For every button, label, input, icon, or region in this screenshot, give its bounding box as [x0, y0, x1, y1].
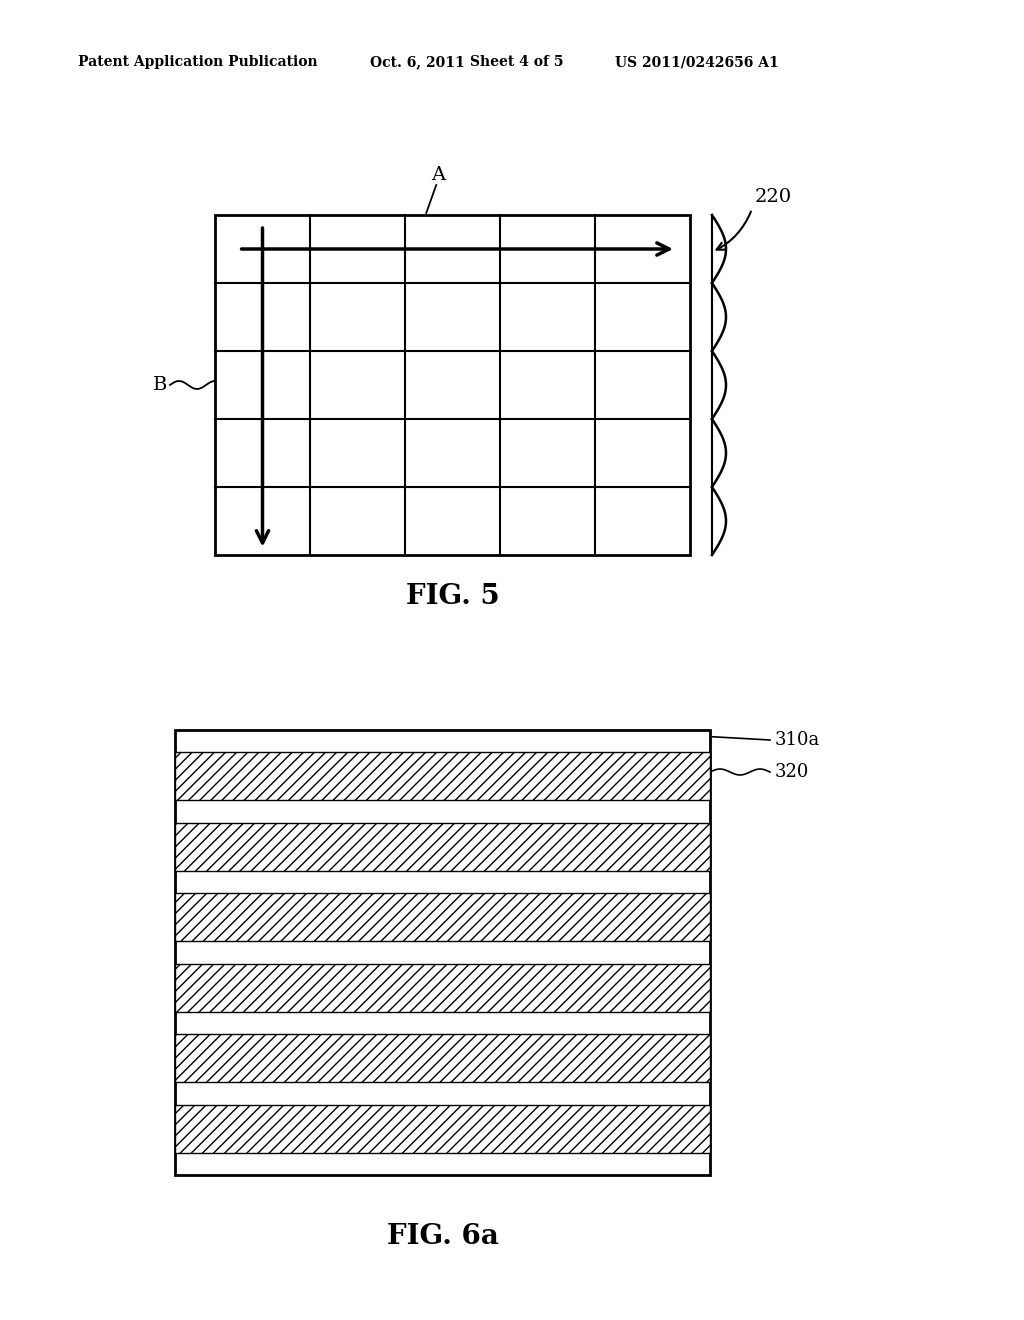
Text: Patent Application Publication: Patent Application Publication	[78, 55, 317, 69]
Text: 220: 220	[755, 187, 793, 206]
Bar	[175, 752, 710, 800]
Bar	[175, 1105, 710, 1152]
Text: US 2011/0242656 A1: US 2011/0242656 A1	[615, 55, 778, 69]
Text: Sheet 4 of 5: Sheet 4 of 5	[470, 55, 563, 69]
Text: Oct. 6, 2011: Oct. 6, 2011	[370, 55, 465, 69]
Bar	[175, 822, 710, 871]
Text: FIG. 5: FIG. 5	[406, 582, 500, 610]
Bar	[175, 730, 710, 1175]
Text: A: A	[431, 166, 445, 183]
Bar	[175, 1034, 710, 1082]
Text: 310a: 310a	[775, 731, 820, 748]
Bar	[175, 964, 710, 1012]
Text: 320: 320	[775, 763, 809, 781]
Text: B: B	[153, 376, 167, 393]
Bar	[175, 894, 710, 941]
Bar	[215, 215, 690, 554]
Text: FIG. 6a: FIG. 6a	[387, 1222, 499, 1250]
